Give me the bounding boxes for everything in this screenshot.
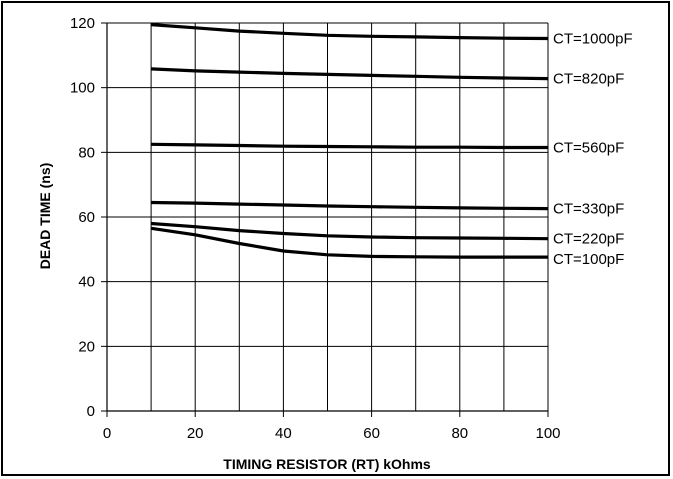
series-label: CT=330pF xyxy=(553,201,624,218)
x-axis-label: TIMING RESISTOR (RT) kOhms xyxy=(223,456,431,472)
series-label: CT=100pF xyxy=(553,251,624,268)
x-tick-label: 100 xyxy=(535,425,560,442)
y-tick-label: 60 xyxy=(78,209,95,226)
y-tick-label: 20 xyxy=(78,338,95,355)
series-label: CT=560pF xyxy=(553,139,624,156)
y-tick-label: 0 xyxy=(87,403,95,420)
y-tick-label: 80 xyxy=(78,144,95,161)
x-tick-label: 40 xyxy=(275,425,292,442)
y-tick-labels: 0 20 40 60 80 100 120 xyxy=(70,15,95,420)
series-line xyxy=(151,200,549,211)
y-tick-label: 40 xyxy=(78,274,95,291)
series-line xyxy=(151,67,549,81)
series-line xyxy=(151,142,548,150)
series-labels: CT=1000pF CT=820pF CT=560pF CT=330pF CT=220p… xyxy=(553,31,633,269)
series-line xyxy=(150,23,549,41)
x-tick-labels: 0 20 40 60 80 100 xyxy=(103,425,561,442)
x-tick-label: 60 xyxy=(363,425,380,442)
x-tick-label: 0 xyxy=(103,425,111,442)
y-tick-label: 120 xyxy=(70,15,95,32)
y-tick-label: 100 xyxy=(70,80,95,97)
series-line xyxy=(150,226,548,259)
y-axis-label: DEAD TIME (ns) xyxy=(37,163,53,270)
x-tick-label: 80 xyxy=(451,425,468,442)
series-line xyxy=(150,221,549,241)
grid xyxy=(107,22,549,411)
x-tick-label: 20 xyxy=(187,425,204,442)
series-label: CT=820pF xyxy=(553,71,624,88)
axes xyxy=(101,22,549,417)
series-lines xyxy=(150,23,549,259)
series-label: CT=1000pF xyxy=(553,31,633,48)
series-label: CT=220pF xyxy=(553,231,624,248)
